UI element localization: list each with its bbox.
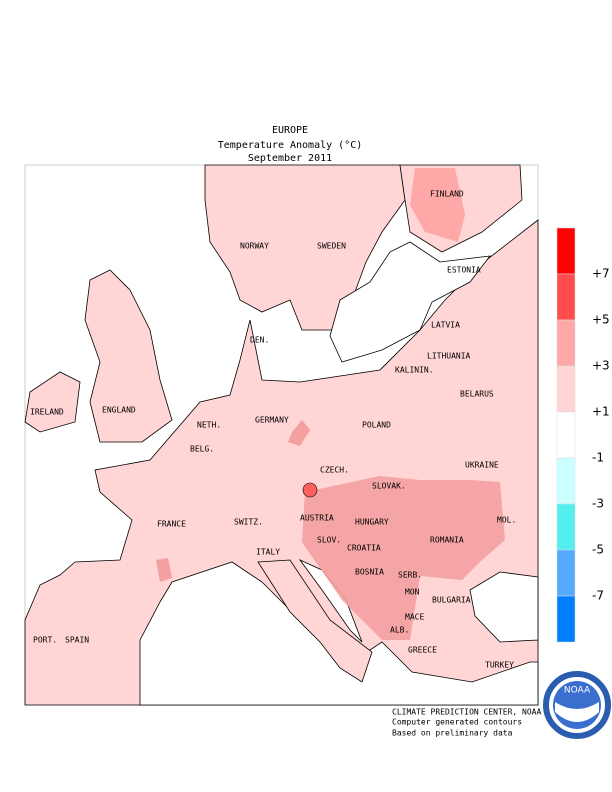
legend-label: -1 [592,451,604,465]
country-label: IRELAND [30,408,64,417]
country-label: TURKEY [485,661,514,670]
legend-label: +7 [592,267,610,281]
legend-swatch [556,503,576,551]
credit-line: Based on preliminary data [392,729,513,738]
mediterranean [139,561,539,706]
map [24,164,539,706]
country-label: NETH. [197,421,221,430]
legend-swatch [556,549,576,597]
baltic-sea [329,241,491,363]
country-label: POLAND [362,421,391,430]
country-label: ITALY [256,548,280,557]
country-label: BOSNIA [355,568,384,577]
legend-label: +3 [592,359,610,373]
country-label: DEN. [250,336,269,345]
legend-label: -5 [592,543,604,557]
map-title: EUROPE [272,125,308,136]
map-subtitle: Temperature Anomaly (°C) [218,140,363,151]
country-label: MON [405,588,420,597]
country-label: MOL. [497,516,516,525]
legend-swatch [556,595,576,643]
country-label: SWEDEN [317,242,346,251]
country-label: FINLAND [430,190,464,199]
black-sea [469,571,539,643]
legend-swatch [556,319,576,367]
country-label: LATVIA [431,321,460,330]
country-label: BELG. [190,445,214,454]
great-britain [84,269,173,443]
country-label: AUSTRIA [300,514,334,523]
legend-label: +5 [592,313,610,327]
logo-gull [555,702,599,722]
italy [257,559,373,683]
legend-swatch [556,227,576,275]
country-label: UKRAINE [465,461,499,470]
logo-text: NOAA [564,686,591,696]
color-legend: +7 +5 +3 +1 -1 -3 -5 -7 [556,227,610,643]
credit-line: CLIMATE PREDICTION CENTER, NOAA [392,708,541,717]
legend-swatch [556,273,576,321]
legend-label: +1 [592,405,610,419]
finland-anomaly [410,168,465,242]
legend-swatch [556,365,576,413]
country-label: NORWAY [240,242,269,251]
country-label: LITHUANIA [427,352,471,361]
noaa-logo: NOAA [543,671,611,739]
legend-swatch [556,411,576,459]
country-label: CROATIA [347,544,381,553]
country-label: SWITZ. [234,518,263,527]
country-label: BELARUS [460,390,494,399]
germany-anomaly [288,420,310,446]
country-label: SPAIN [65,636,89,645]
austria-anomaly [302,482,318,498]
legend-label: -3 [592,497,604,511]
country-label: PORT. [33,636,57,645]
country-label: CZECH. [320,466,349,475]
country-label: SLOV. [317,536,341,545]
ireland [24,371,81,433]
map-period: September 2011 [248,153,332,164]
country-label: GREECE [408,646,437,655]
scandinavia [204,164,406,331]
country-label: BULGARIA [432,596,471,605]
legend-swatch [556,457,576,505]
country-label: HUNGARY [355,518,389,527]
country-label: ALB. [390,626,409,635]
france-anomaly [156,558,172,582]
balkan-anomaly [302,476,505,640]
credit-line: Computer generated contours [392,718,522,727]
country-label: SERB. [398,571,422,580]
country-label: GERMANY [255,416,289,425]
country-label: ROMANIA [430,536,464,545]
country-label: ENGLAND [102,406,136,415]
map-labels: FINLAND NORWAY SWEDEN ESTONIA LATVIA DEN… [30,190,516,670]
country-label: ESTONIA [447,266,481,275]
legend-label: -7 [592,589,604,603]
country-label: MACE [405,613,424,622]
country-label: FRANCE [157,520,186,529]
country-label: SLOVAK. [372,482,406,491]
country-label: KALININ. [395,366,434,375]
